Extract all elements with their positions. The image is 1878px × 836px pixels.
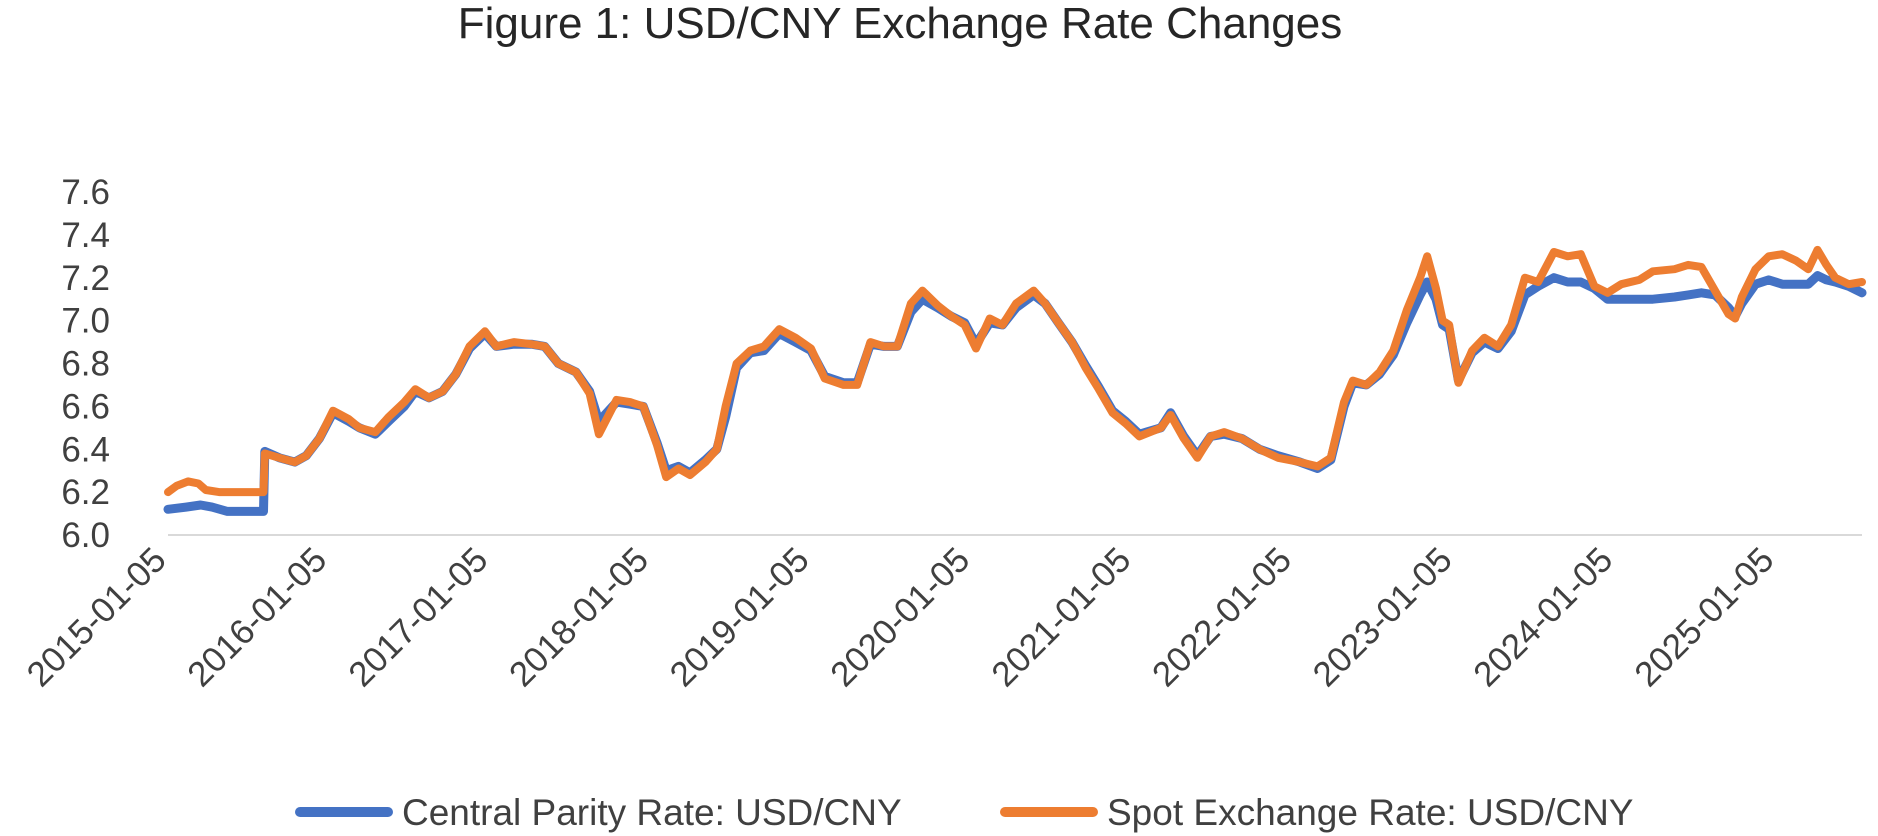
x-tick-label: 2015-01-05 — [19, 540, 173, 694]
y-tick-label: 6.2 — [61, 473, 110, 512]
y-tick-label: 6.4 — [61, 430, 110, 469]
x-tick-label: 2024-01-05 — [1466, 540, 1620, 694]
x-tick-label: 2022-01-05 — [1145, 540, 1299, 694]
x-axis-ticks: 2015-01-05 2016-01-05 2017-01-05 2018-01-05… — [19, 540, 1781, 694]
y-tick-label: 7.2 — [61, 259, 110, 298]
series-lines — [163, 245, 1867, 516]
x-tick-label: 2017-01-05 — [341, 540, 495, 694]
legend-label: Central Parity Rate: USD/CNY — [402, 792, 902, 833]
y-tick-label: 7.0 — [61, 302, 110, 341]
chart-title: Figure 1: USD/CNY Exchange Rate Changes — [458, 0, 1343, 48]
legend-label: Spot Exchange Rate: USD/CNY — [1107, 792, 1633, 833]
y-tick-label: 7.6 — [61, 173, 110, 212]
y-axis-ticks: 6.0 6.2 6.4 6.66.8 7.0 7.2 7.4 7.6 — [61, 173, 110, 555]
y-tick-label: 6.6 — [61, 387, 110, 426]
y-tick-label: 6.0 — [61, 516, 110, 555]
x-tick-label: 2025-01-05 — [1627, 540, 1781, 694]
x-tick-label: 2021-01-05 — [984, 540, 1138, 694]
x-tick-label: 2018-01-05 — [502, 540, 656, 694]
y-tick-label: 7.4 — [61, 216, 110, 255]
x-tick-label: 2016-01-05 — [180, 540, 334, 694]
legend: Central Parity Rate: USD/CNY Spot Exchang… — [295, 792, 1633, 833]
spot-rate-line — [164, 245, 1866, 497]
x-tick-label: 2020-01-05 — [823, 540, 977, 694]
x-tick-label: 2023-01-05 — [1305, 540, 1459, 694]
x-tick-label: 2019-01-05 — [662, 540, 816, 694]
y-tick-label: 6.8 — [61, 345, 110, 384]
